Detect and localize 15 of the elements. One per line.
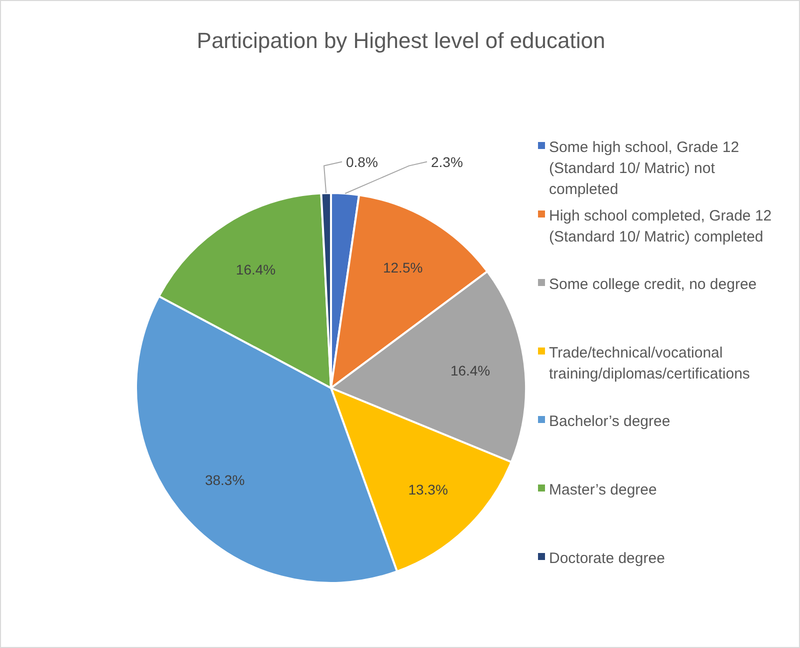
legend-label: Some college credit, no degree [549,276,757,293]
data-label: 38.3% [204,472,245,488]
legend-label: Trade/technical/vocational training/diplomas/certifications [549,344,750,382]
legend-label: Some high school, Grade 12 (Standard 10/ Matric) not completed [549,139,740,198]
data-label: 12.5% [382,259,423,276]
data-label: 13.3% [408,481,448,498]
chart-title: Participation by Highest level of education [196,28,606,53]
data-label: 2.3% [431,154,463,170]
legend-label: Master’s degree [549,482,657,498]
legend-label: Doctorate degree [549,550,665,567]
legend-label: Bachelor’s degree [549,413,670,430]
data-label: 16.4% [450,362,490,378]
legend-label: High school completed, Grade 12 (Standard 10/ Matric) completed [549,208,772,246]
data-label: 0.8% [346,154,378,170]
data-label: 16.4% [236,261,276,278]
